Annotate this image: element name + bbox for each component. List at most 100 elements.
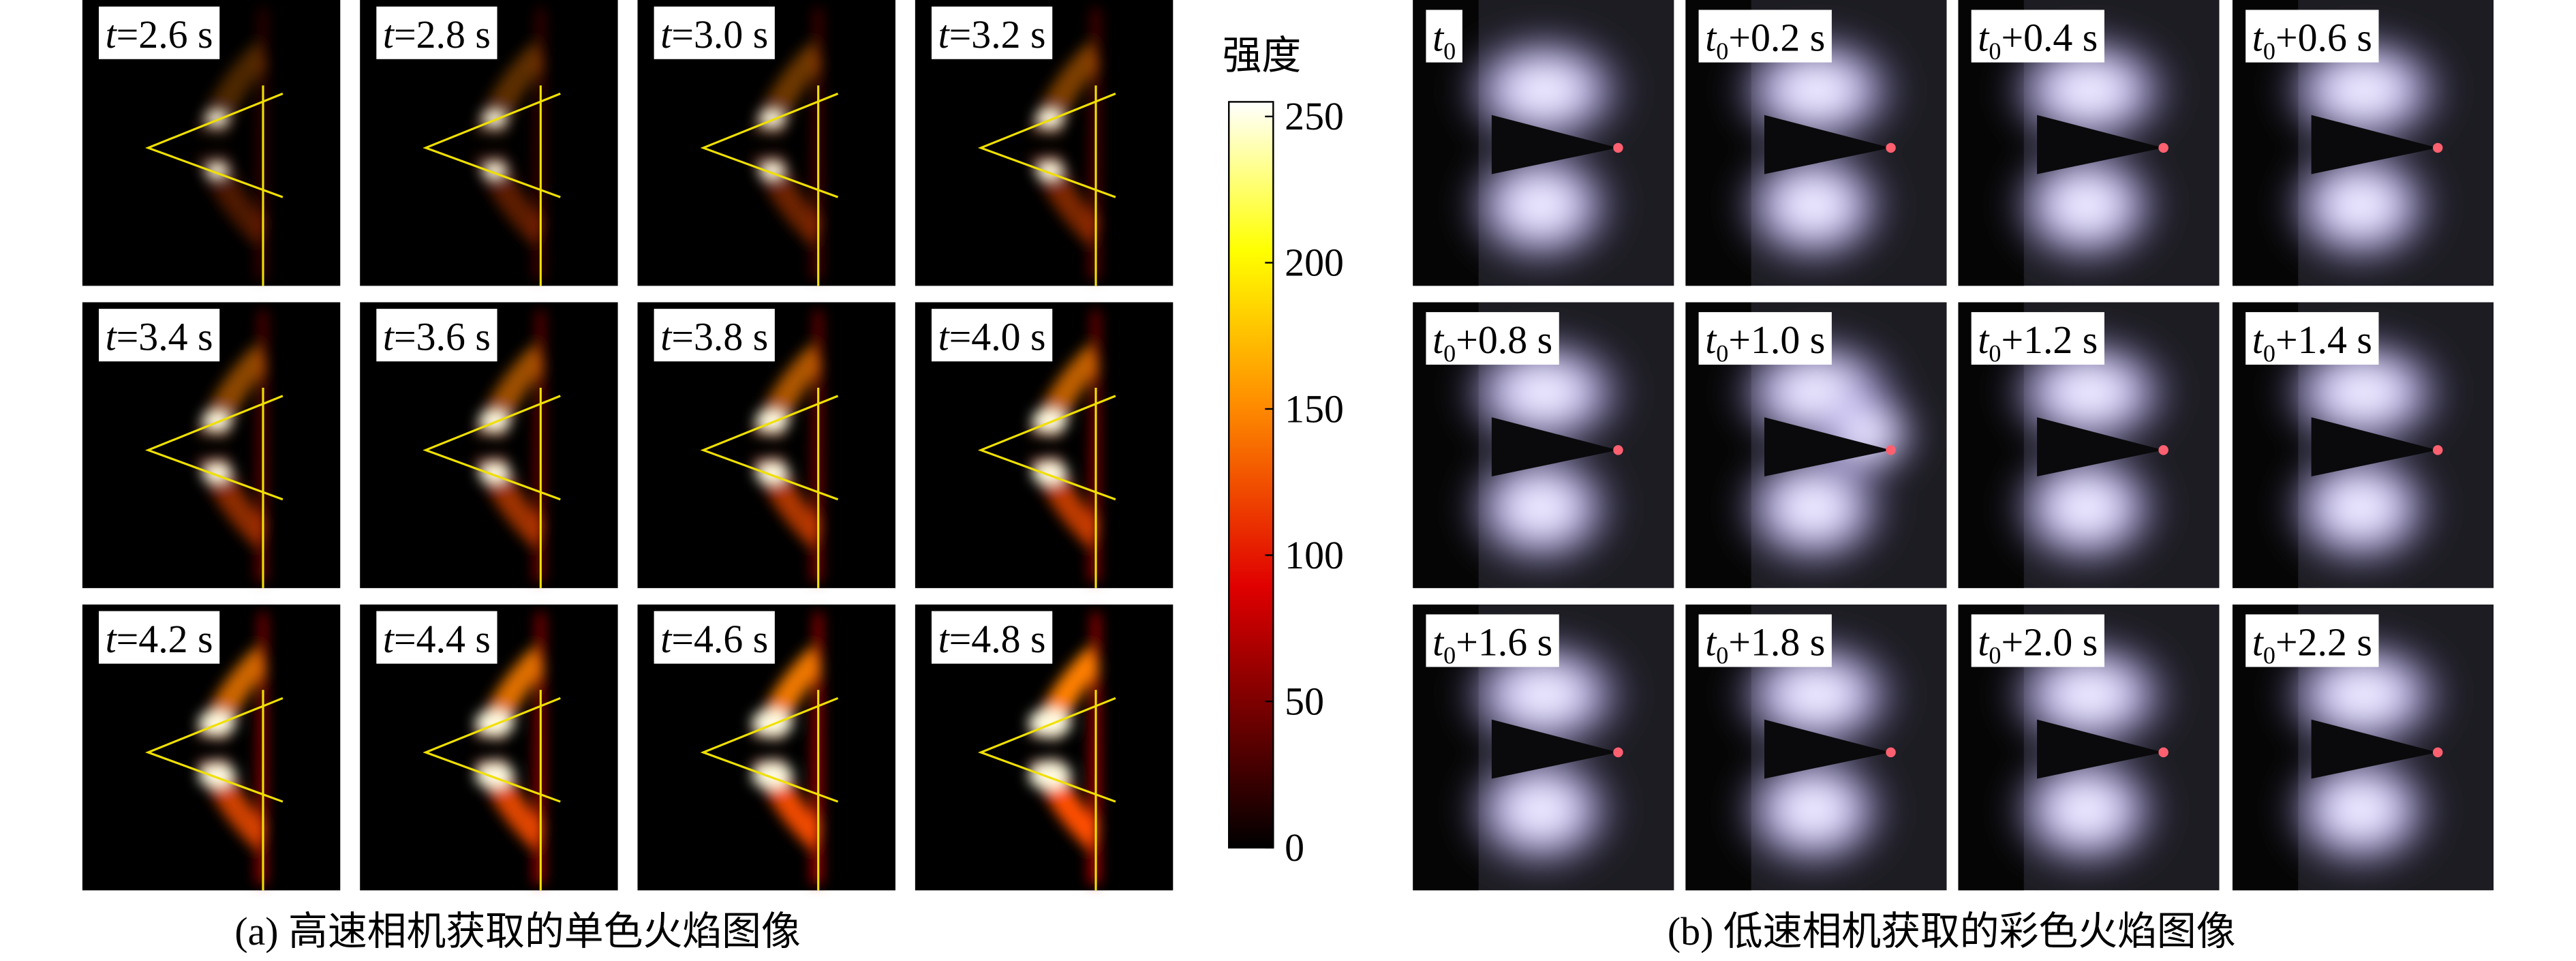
frame-label: t0+1.4 s [2252, 318, 2372, 367]
label-var: t [660, 12, 673, 57]
label-text: =4.0 s [949, 314, 1046, 359]
colorbar-tick-label: 250 [1285, 94, 1344, 138]
bluff-body [2311, 417, 2438, 476]
flame-lower [2278, 442, 2443, 574]
flame-lower [1458, 139, 1623, 271]
colorbar-title: 强度 [1223, 33, 1302, 78]
hot-lower [1032, 460, 1068, 486]
label-var: t [1705, 318, 1717, 362]
mono-frame: t=4.6 s [637, 604, 895, 891]
frame-content [1685, 604, 1947, 891]
colorbar-tick-label: 150 [1285, 386, 1344, 431]
frame-label: t0+0.8 s [1432, 318, 1552, 367]
color-frame: t0 [1413, 0, 1674, 286]
label-text: +1.8 s [1728, 620, 1825, 665]
hot-upper [198, 710, 236, 736]
label-box [931, 6, 1053, 59]
tip-glow [2158, 142, 2168, 153]
label-var: t [1978, 620, 1990, 665]
label-box [1971, 311, 2104, 365]
label-sub: 0 [2263, 642, 2275, 669]
tip-glow [2158, 747, 2168, 758]
tip-glow [1613, 142, 1623, 153]
label-text: =2.6 s [117, 12, 213, 57]
colorbar-tick-label: 200 [1285, 241, 1344, 285]
color-frame: t0+2.2 s [2232, 604, 2494, 891]
frame-label: t=3.8 s [660, 314, 768, 359]
label-sub: 0 [1443, 642, 1456, 669]
mono-frame: t=4.0 s [915, 302, 1174, 588]
label-text: =3.8 s [671, 314, 768, 359]
label-sub: 0 [1989, 642, 2001, 669]
flame-lower [2004, 744, 2168, 876]
mono-frame: t=2.8 s [360, 0, 618, 286]
color-frame: t0+2.0 s [1958, 604, 2220, 891]
bluff-body [2037, 719, 2164, 779]
label-box [2245, 10, 2379, 63]
tip-glow [1886, 747, 1896, 758]
caption-b: (b) 低速相机获取的彩色火焰图像 [1668, 909, 2236, 954]
label-box [1971, 10, 2104, 63]
bluff-body [423, 85, 561, 286]
label-var: t [1705, 16, 1717, 60]
label-box [654, 309, 775, 362]
hot-lower [475, 761, 515, 789]
frame-label: t0+1.0 s [1705, 318, 1825, 367]
label-box [98, 309, 220, 362]
hot-lower [202, 462, 232, 484]
label-box [98, 611, 220, 664]
bluff-body [2311, 115, 2438, 174]
frame-label: t=4.6 s [660, 617, 768, 661]
flame-lower [1731, 744, 1896, 876]
frame-label: t=3.6 s [383, 314, 491, 359]
flame-lower [1458, 744, 1623, 876]
frame-label: t0+0.2 s [1705, 16, 1825, 65]
label-text: +1.4 s [2275, 318, 2372, 362]
label-text: =4.8 s [949, 617, 1046, 661]
bluff-body [144, 690, 283, 891]
label-var: t [938, 12, 951, 57]
color-frame: t0+1.0 s [1685, 302, 1947, 588]
label-box [1698, 311, 1832, 365]
label-var: t [1978, 318, 1990, 362]
mono-frame: t=3.8 s [637, 302, 895, 588]
label-box [2245, 311, 2379, 365]
flame [752, 613, 822, 884]
label-var: t [1432, 318, 1445, 362]
frame-label: t=4.4 s [383, 617, 491, 661]
frame-label: t0+0.4 s [1978, 16, 2098, 65]
label-text: =3.4 s [117, 314, 213, 359]
bluff-body [1764, 115, 1891, 174]
frame-label: t0+1.8 s [1705, 620, 1825, 669]
label-var: t [660, 314, 673, 359]
label-var: t [383, 314, 395, 359]
label-box [376, 309, 497, 362]
mono-frame: t=4.2 s [82, 604, 341, 891]
label-var: t [1432, 16, 1445, 60]
bluff-body [144, 387, 283, 588]
frame-label: t=2.8 s [383, 12, 491, 57]
color-frame: t0+1.8 s [1685, 604, 1947, 891]
tip-glow [1886, 142, 1896, 153]
color-frame: t0+1.2 s [1958, 302, 2220, 588]
bluff-body [977, 690, 1116, 891]
mono-frame: t=4.8 s [915, 604, 1174, 891]
hot-upper [1035, 108, 1064, 129]
label-box [376, 6, 497, 59]
hot-upper [1032, 408, 1068, 433]
frame-label: t0+2.2 s [2252, 620, 2372, 669]
label-var: t [2252, 16, 2265, 60]
colorbar [1228, 101, 1274, 849]
bluff-body [700, 690, 839, 891]
hot-upper [1028, 707, 1071, 738]
label-text: +0.2 s [1728, 16, 1825, 60]
label-sub: 0 [1989, 339, 2001, 367]
hot-upper [478, 409, 511, 432]
frame-label: t=3.0 s [660, 12, 768, 57]
frame-label: t0+0.6 s [2252, 16, 2372, 65]
hot-upper [752, 708, 793, 737]
label-var: t [1432, 620, 1445, 665]
bluff-body [1491, 115, 1619, 174]
label-box [1426, 311, 1559, 365]
hot-lower [755, 461, 789, 485]
